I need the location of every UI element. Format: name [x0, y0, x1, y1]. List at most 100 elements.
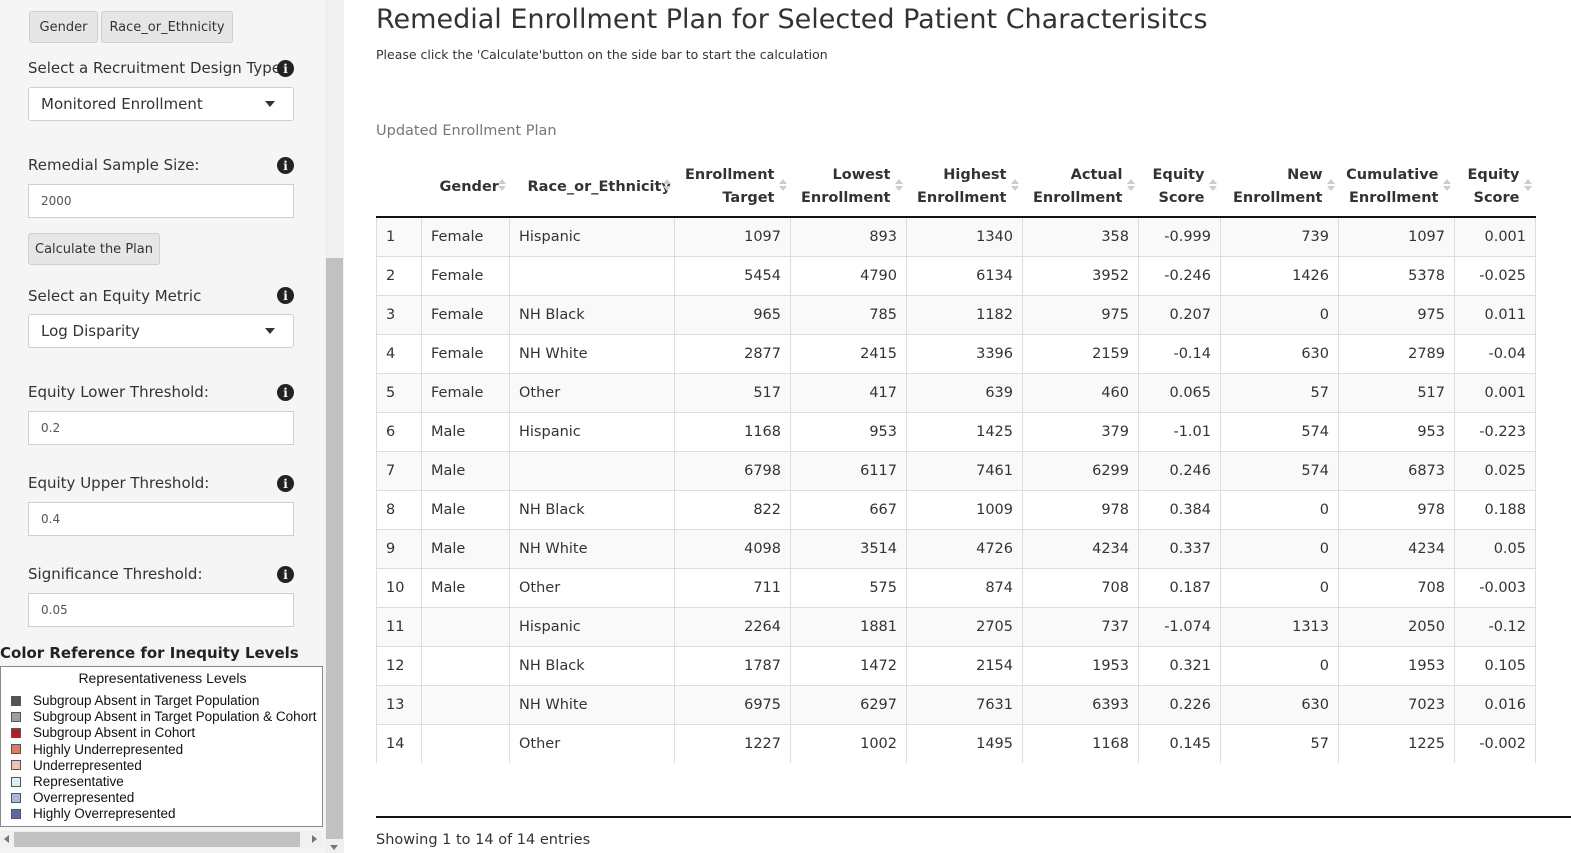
table-cell: 7023 [1338, 684, 1455, 724]
sort-icon[interactable] [1208, 179, 1217, 191]
column-header[interactable]: Lowest Enrollment [790, 158, 907, 218]
column-header[interactable]: Gender [421, 158, 510, 218]
table-cell: 6297 [790, 684, 907, 724]
sort-icon[interactable] [1523, 179, 1532, 191]
table-cell: 874 [906, 567, 1023, 607]
table-row[interactable]: 6 Male Hispanic 1168 953 1425 379 -1.01 574 953 -0… [376, 411, 1536, 451]
equity-metric-info-icon[interactable]: i [277, 287, 294, 304]
column-header[interactable]: Cumulative Enrollment [1338, 158, 1455, 218]
table-cell: NH Black [509, 645, 675, 685]
table-cell: -0.003 [1454, 567, 1536, 607]
legend-item-label: Representative [33, 774, 124, 789]
lower-threshold-info-icon[interactable]: i [277, 384, 294, 401]
table-cell: 417 [790, 372, 907, 412]
table-row[interactable]: 11 Hispanic 2264 1881 2705 737 -1.074 1313 2050-… [376, 606, 1536, 646]
column-header[interactable]: New Enrollment [1220, 158, 1339, 218]
calculate-plan-button[interactable]: Calculate the Plan [28, 233, 160, 265]
table-cell: 0.011 [1454, 294, 1536, 334]
table-cell: 0 [1220, 645, 1339, 685]
table-cell: 4726 [906, 528, 1023, 568]
design-type-select[interactable]: Monitored Enrollment [28, 87, 294, 121]
race-ethnicity-group-button[interactable]: Race_or_Ethnicity [101, 11, 233, 43]
table-row[interactable]: 2 Female 5454 4790 6134 3952 -0.246 1426 5378 -0.… [376, 255, 1536, 295]
table-cell: 6117 [790, 450, 907, 490]
scroll-down-icon[interactable] [330, 845, 338, 850]
table-cell: 3396 [906, 333, 1023, 373]
table-row[interactable]: 1 Female Hispanic 1097 893 1340 358 -0.999 739 10… [376, 216, 1536, 256]
table-row[interactable]: 5 Female Other 517 417 639 460 0.065 57 517 0.001 [376, 372, 1536, 412]
table-row[interactable]: 9 Male NH White 4098 3514 4726 4234 0.337 0 4234 0… [376, 528, 1536, 568]
table-cell: Female [421, 216, 510, 256]
table-row[interactable]: 3 Female NH Black 965 785 1182 975 0.207 0 975 0.0… [376, 294, 1536, 334]
table-cell: 6975 [674, 684, 791, 724]
table-cell: 1953 [1338, 645, 1455, 685]
table-cell: Male [421, 450, 510, 490]
table-row[interactable]: 13 NH White 6975 6297 7631 6393 0.226 630 7023 0.… [376, 684, 1536, 724]
legend-item: Representative [11, 774, 124, 789]
column-header[interactable]: Actual Enrollment [1022, 158, 1139, 218]
significance-info-icon[interactable]: i [277, 566, 294, 583]
sort-icon[interactable] [1442, 179, 1451, 191]
table-row[interactable]: 12 NH Black 1787 1472 2154 1953 0.321 0 1953 0.10… [376, 645, 1536, 685]
sort-icon[interactable] [1126, 179, 1135, 191]
table-scroll-area[interactable]: Gender Race_or_Ethnicity Enrollment Target L… [376, 158, 1536, 774]
upper-threshold-info-icon[interactable]: i [277, 475, 294, 492]
table-cell: 517 [1338, 372, 1455, 412]
table-row[interactable]: 7 Male 6798 6117 7461 6299 0.246 574 6873 0.025 [376, 450, 1536, 490]
legend-item: Overrepresented [11, 790, 134, 805]
column-header[interactable]: Equity Score [1138, 158, 1221, 218]
table-cell: 1313 [1220, 606, 1339, 646]
scrollbar-thumb[interactable] [326, 258, 343, 839]
sort-icon[interactable] [778, 179, 787, 191]
legend-item-label: Highly Underrepresented [33, 741, 184, 757]
column-header-line2: Enrollment [1233, 190, 1323, 206]
column-header-line2: Gender [439, 178, 499, 195]
legend-swatch [11, 808, 21, 819]
table-cell [421, 723, 510, 763]
table-row[interactable]: 14 Other 1227 1002 1495 1168 0.145 57 1225 -0.002 [376, 723, 1536, 763]
column-header-line2: Enrollment [801, 190, 891, 206]
sort-icon[interactable] [662, 179, 671, 191]
lower-threshold-input[interactable]: 0.2 [28, 411, 294, 445]
legend-item-label: Underrepresented [33, 757, 142, 773]
table-cell: 379 [1022, 411, 1139, 451]
upper-threshold-input[interactable]: 0.4 [28, 502, 294, 536]
horizontal-scrollbar[interactable] [0, 831, 323, 848]
vertical-scrollbar[interactable] [325, 0, 344, 853]
legend-item: Highly Overrepresented [11, 806, 176, 821]
table-row[interactable]: 10 Male Other 711 575 874 708 0.187 0 708 -0.003 [376, 567, 1536, 607]
table-cell: 978 [1338, 489, 1455, 529]
sort-icon[interactable] [894, 179, 903, 191]
column-header[interactable]: Equity Score [1454, 158, 1536, 218]
column-header-line1: Actual [1070, 167, 1123, 183]
scrollbar-thumb[interactable] [14, 832, 300, 847]
sort-icon[interactable] [1010, 179, 1019, 191]
chevron-down-icon [265, 101, 275, 107]
gender-group-button[interactable]: Gender [29, 11, 98, 43]
column-header[interactable]: Race_or_Ethnicity [509, 158, 675, 218]
table-cell: 4790 [790, 255, 907, 295]
enrollment-plan-table: Gender Race_or_Ethnicity Enrollment Target L… [376, 158, 1536, 763]
chevron-down-icon [265, 328, 275, 334]
table-cell: 12 [376, 645, 422, 685]
table-cell: 0.05 [1454, 528, 1536, 568]
significance-input[interactable]: 0.05 [28, 593, 294, 627]
scroll-right-icon[interactable] [312, 835, 317, 843]
sample-size-info-icon[interactable]: i [277, 157, 294, 174]
sort-icon[interactable] [1326, 179, 1335, 191]
table-row[interactable]: 4 Female NH White 2877 2415 3396 2159 -0.14 630 2… [376, 333, 1536, 373]
scroll-left-icon[interactable] [4, 835, 9, 843]
legend-item: Underrepresented [11, 758, 142, 773]
table-cell: 0 [1220, 489, 1339, 529]
table-cell: 5 [376, 372, 422, 412]
sample-size-input[interactable]: 2000 [28, 184, 294, 218]
legend-heading: Color Reference for Inequity Levels [0, 644, 299, 662]
table-cell: 0 [1220, 528, 1339, 568]
equity-metric-select[interactable]: Log Disparity [28, 314, 294, 348]
table-cell: 6134 [906, 255, 1023, 295]
column-header[interactable]: Highest Enrollment [906, 158, 1023, 218]
column-header[interactable]: Enrollment Target [674, 158, 791, 218]
table-row[interactable]: 8 Male NH Black 822 667 1009 978 0.384 0 978 0.188 [376, 489, 1536, 529]
design-type-info-icon[interactable]: i [277, 60, 294, 77]
sort-icon[interactable] [497, 179, 506, 191]
